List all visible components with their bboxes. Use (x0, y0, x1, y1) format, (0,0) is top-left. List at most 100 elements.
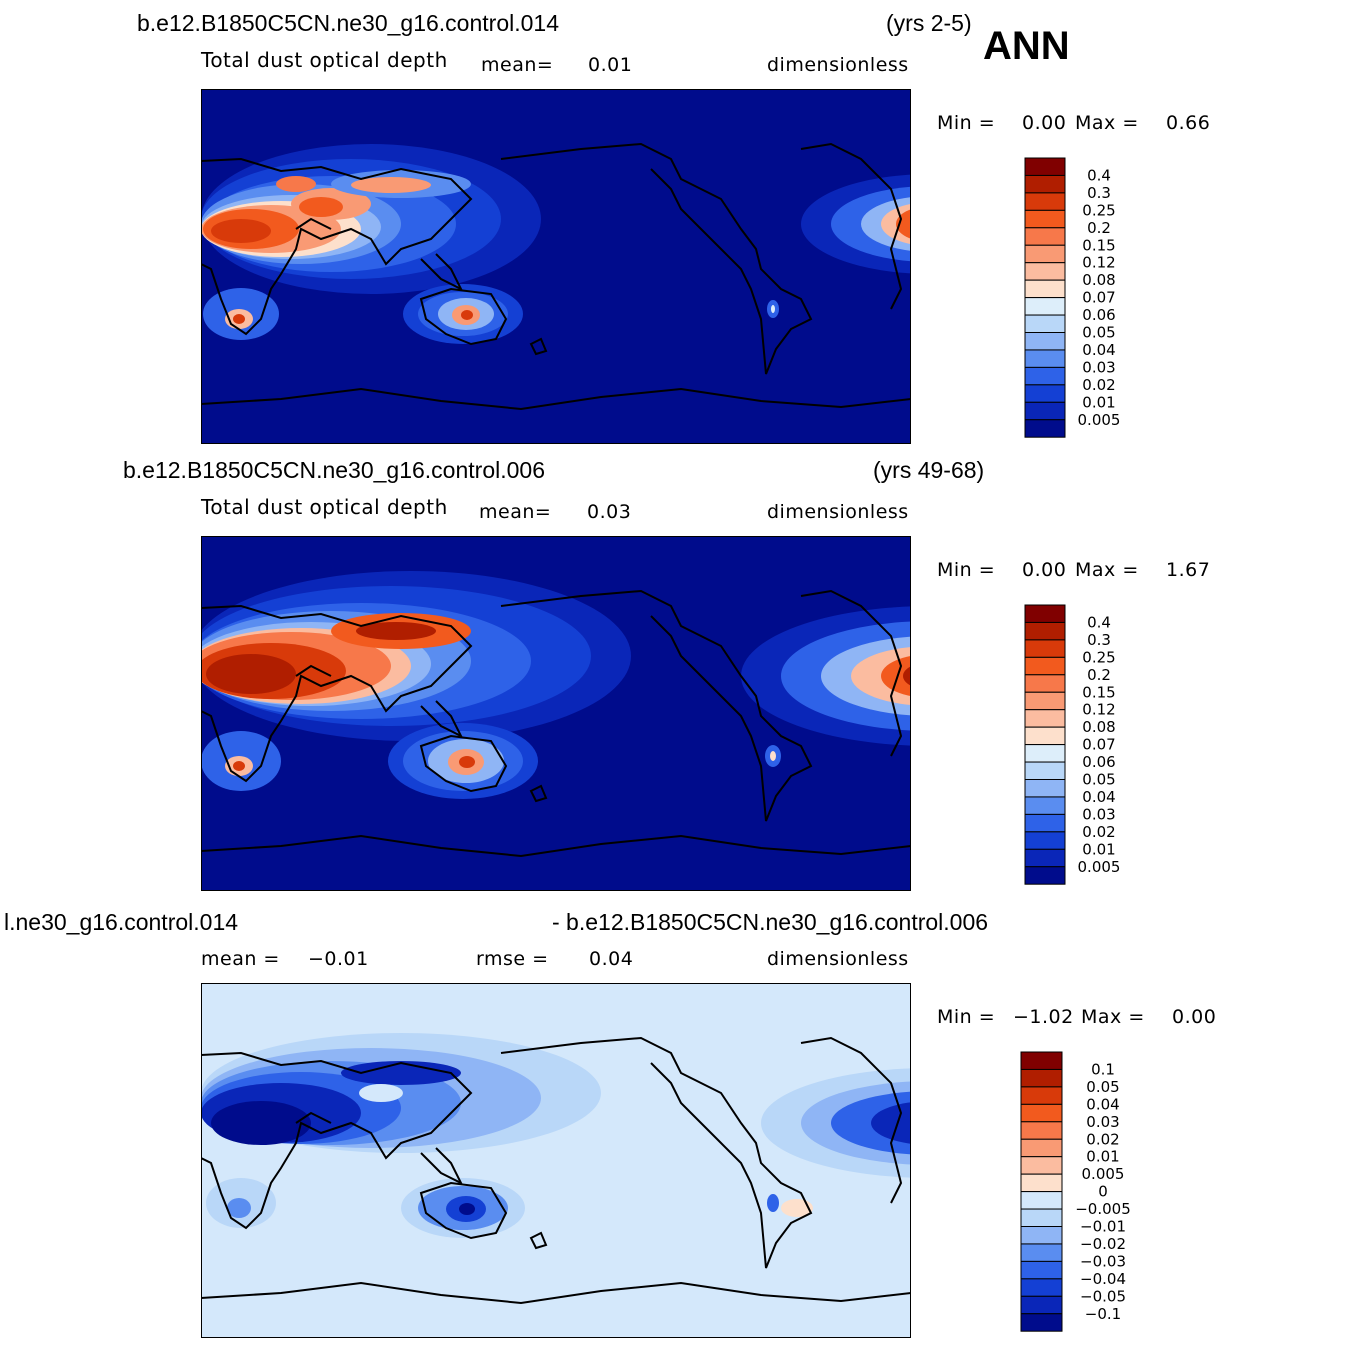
panel2-colorbar: 0.40.30.250.20.150.120.080.070.060.050.0… (1024, 604, 1121, 885)
panel1-colorbar-box (1024, 332, 1066, 351)
panel2-colorbar-label: 0.25 (1082, 648, 1115, 666)
panel2-colorbar-label: 0.02 (1082, 823, 1115, 841)
panel1-colorbar-box (1024, 401, 1066, 421)
panel1-colorbar-box (1024, 314, 1066, 333)
panel2-colorbar-box (1024, 621, 1066, 641)
panel1-colorbar-label: 0.4 (1087, 166, 1111, 184)
panel1-colorbar-box (1024, 244, 1066, 264)
panel3-case-left: l.ne30_g16.control.014 (4, 909, 239, 935)
panel1-mean-value: 0.01 (588, 54, 633, 76)
panel3-mean-value: −0.01 (308, 948, 369, 970)
panel2-colorbar-box (1024, 639, 1066, 658)
panel3-max-label: Max = (1081, 1006, 1145, 1028)
panel3-difference-map (201, 983, 911, 1338)
panel3-colorbar-label: 0.02 (1086, 1130, 1119, 1148)
panel3-colorbar-box (1020, 1226, 1063, 1245)
panel2-units: dimensionless (767, 501, 909, 523)
panel2-colorbar-label: 0.01 (1082, 840, 1115, 858)
panel3-colorbar-label: 0.03 (1086, 1113, 1119, 1131)
panel1-dust-map (201, 89, 911, 444)
panel3-colorbar-label: −0.02 (1080, 1235, 1126, 1253)
panel1-mean-label: mean= (481, 54, 554, 76)
panel3-colorbar-label: 0.04 (1086, 1095, 1119, 1113)
panel1-variable: Total dust optical depth (201, 48, 448, 72)
panel1-colorbar-label: 0.03 (1082, 358, 1115, 376)
panel3-colorbar-label: −0.03 (1080, 1252, 1126, 1270)
panel1-colorbar-box (1024, 279, 1066, 299)
panel1-max-label: Max = (1075, 112, 1139, 134)
panel2-colorbar-label: 0.3 (1087, 631, 1111, 649)
panel1-min-label: Min = (937, 112, 996, 134)
panel1-colorbar-label: 0.005 (1078, 411, 1121, 429)
panel1-colorbar-label: 0.07 (1082, 289, 1115, 307)
panel3-mean-label: mean = (201, 948, 280, 970)
panel3-colorbar-box (1020, 1278, 1063, 1297)
panel2-colorbar-box (1024, 656, 1066, 676)
panel3-colorbar-box (1020, 1051, 1063, 1070)
panel1-max-value: 0.66 (1166, 112, 1211, 134)
panel3-colorbar-label: 0.01 (1086, 1148, 1119, 1166)
panel2-colorbar-label: 0.07 (1082, 736, 1115, 754)
panel1-colorbar-label: 0.05 (1082, 324, 1115, 342)
panel2-colorbar-box (1024, 831, 1066, 850)
panel3-min-value: −1.02 (1013, 1006, 1074, 1028)
panel2-colorbar-label: 0.4 (1087, 613, 1111, 631)
panel2-colorbar-box (1024, 796, 1066, 815)
panel3-colorbar-box (1020, 1121, 1063, 1140)
panel3-colorbar-label: −0.01 (1080, 1218, 1126, 1236)
panel3-colorbar-box (1020, 1191, 1063, 1210)
panel3-colorbar-label: −0.1 (1085, 1305, 1121, 1323)
panel2-colorbar-box (1024, 744, 1066, 763)
panel2-colorbar-box (1024, 848, 1066, 868)
panel1-units: dimensionless (767, 54, 909, 76)
panel2-colorbar-label: 0.15 (1082, 683, 1115, 701)
panel1-colorbar: 0.40.30.250.20.150.120.080.070.060.050.0… (1024, 157, 1121, 438)
panel3-colorbar-box (1020, 1313, 1063, 1332)
panel3-min-label: Min = (937, 1006, 996, 1028)
panel3-colorbar-box (1020, 1243, 1063, 1262)
panel1-colorbar-box (1024, 192, 1066, 211)
panel2-colorbar-box (1024, 813, 1066, 833)
panel2-colorbar-label: 0.03 (1082, 805, 1115, 823)
panel3-rmse-value: 0.04 (589, 948, 634, 970)
panel2-colorbar-label: 0.12 (1082, 701, 1115, 719)
panel2-colorbar-label: 0.08 (1082, 718, 1115, 736)
panel1-colorbar-box (1024, 174, 1066, 194)
panel2-colorbar-box (1024, 779, 1066, 798)
panel3-rmse-label: rmse = (476, 948, 549, 970)
panel3-colorbar-label: 0.1 (1091, 1060, 1115, 1078)
panel1-colorbar-label: 0.08 (1082, 271, 1115, 289)
panel2-colorbar-box (1024, 761, 1066, 780)
panel2-variable: Total dust optical depth (201, 495, 448, 519)
panel3-colorbar: 0.10.050.040.030.020.010.0050−0.005−0.01… (1020, 1051, 1131, 1332)
panel2-colorbar-label: 0.005 (1078, 858, 1121, 876)
panel2-colorbar-box (1024, 709, 1066, 728)
panel1-colorbar-label: 0.02 (1082, 376, 1115, 394)
panel2-years: (yrs 49-68) (873, 457, 985, 483)
panel1-colorbar-box (1024, 209, 1066, 229)
panel3-colorbar-box (1020, 1156, 1063, 1175)
panel3-units: dimensionless (767, 948, 909, 970)
panel3-colorbar-box (1020, 1260, 1063, 1280)
panel1-colorbar-label: 0.06 (1082, 306, 1115, 324)
panel1-colorbar-label: 0.04 (1082, 341, 1115, 359)
panel2-min-value: 0.00 (1022, 559, 1067, 581)
panel3-colorbar-label: 0 (1098, 1183, 1108, 1201)
panel1-colorbar-label: 0.3 (1087, 184, 1111, 202)
panel1-years: (yrs 2-5) (886, 10, 972, 36)
panel2-mean-label: mean= (479, 501, 552, 523)
panel3-colorbar-box (1020, 1103, 1063, 1123)
panel1-colorbar-box (1024, 297, 1066, 316)
panel1-colorbar-box (1024, 262, 1066, 281)
panel2-max-label: Max = (1075, 559, 1139, 581)
panel2-colorbar-label: 0.04 (1082, 788, 1115, 806)
panel3-case-right: - b.e12.B1850C5CN.ne30_g16.control.006 (552, 909, 989, 935)
panel2-colorbar-box (1024, 604, 1066, 623)
panel3-colorbar-box (1020, 1173, 1063, 1193)
panel2-max-value: 1.67 (1166, 559, 1211, 581)
panel1-colorbar-label: 0.25 (1082, 201, 1115, 219)
panel3-colorbar-label: 0.05 (1086, 1078, 1119, 1096)
panel2-mean-value: 0.03 (587, 501, 632, 523)
panel2-colorbar-box (1024, 691, 1066, 711)
panel1-colorbar-box (1024, 349, 1066, 368)
